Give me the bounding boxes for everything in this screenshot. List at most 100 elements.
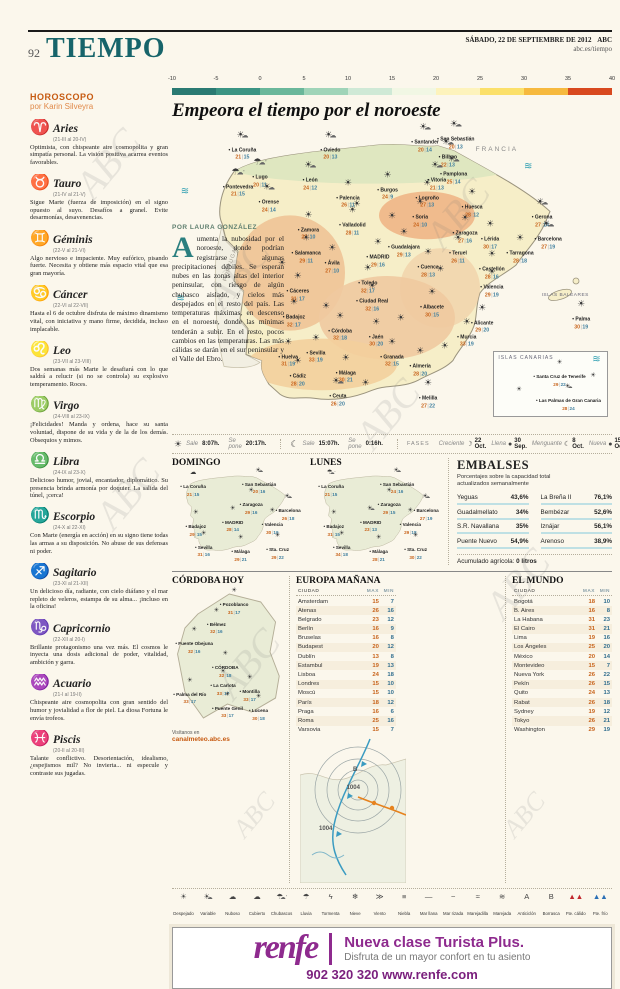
city-name: Dublín	[297, 653, 315, 660]
phase-date: 15 Oct.	[614, 438, 620, 450]
table-row: Lisboa 24 18	[296, 670, 396, 679]
embalse-row: Guadalmellato 34%	[457, 505, 529, 520]
domingo-map: ☁ La Coruña 2115 ☀ San Sebastián 2016 ☀	[172, 467, 304, 562]
table-row: Bogotá 18 10	[512, 597, 612, 606]
map-city: ☀ Huelva 3119	[278, 336, 298, 368]
table-row: Bruselas 16 8	[296, 634, 396, 643]
city-temps: 2113	[428, 186, 447, 192]
temp-min: 16	[387, 607, 394, 614]
europa-table: CIUDAD MAX MIN Amsterdam 15 7 Atenas	[295, 588, 396, 735]
legend-label: Variable	[200, 910, 216, 916]
temp-max: 15	[372, 727, 379, 734]
temp-max: 25	[588, 644, 595, 651]
scale-bar	[172, 88, 612, 95]
city-temps: 3117	[220, 610, 249, 616]
legend-item: ϟ Tormenta	[319, 892, 342, 920]
city-temps: 2816	[479, 274, 505, 280]
city-temps: 2115	[318, 492, 344, 498]
temp-max: 21	[231, 192, 239, 198]
legend-label: Mar rizada	[443, 910, 464, 916]
city-name: Logroño	[415, 195, 438, 201]
city-name: Huesca	[462, 205, 483, 211]
weather-icon: ☀	[439, 137, 457, 147]
weather-icon: ☀	[321, 300, 331, 311]
temp-min: 11	[349, 202, 355, 209]
legend-label: Viento	[373, 910, 386, 916]
table-row: Estambul 19 13	[295, 661, 396, 671]
legend-label: Despejado	[173, 910, 194, 916]
horoscope-sign: ♑ Capricornio (22-XII al 20-I) Brillante…	[30, 619, 168, 667]
legend-item: ☁ Cubierto	[246, 892, 269, 920]
city-temps: 2911	[292, 258, 321, 264]
temp-min: 19	[427, 515, 433, 521]
horoscope-title: HOROSCOPO	[30, 92, 95, 102]
temp-min: 18	[341, 335, 348, 342]
europa-table-header: CIUDAD MAX MIN	[295, 588, 396, 596]
temp-min: 10	[309, 234, 316, 241]
temp-min: 21	[603, 626, 610, 633]
temp-max: 24	[413, 222, 421, 228]
embalses-note: Porcentajes sobre la capacidad total act…	[457, 474, 551, 487]
legend-item: ❄ Nieve	[344, 892, 367, 920]
city-temps: 2013	[320, 155, 340, 161]
legend-icon: ☂	[302, 891, 310, 901]
temp-min: 7	[390, 727, 394, 734]
map-city: ☀	[321, 300, 331, 311]
sign-text: Hasta el 6 de octubre disfruta de máximo…	[30, 310, 168, 333]
moon-phase: Nueva ● 15 Oct.	[589, 438, 620, 450]
legend-label: Lluvia	[300, 910, 312, 916]
weather-icon: ☀	[228, 129, 256, 139]
temp-max: 28	[346, 230, 354, 236]
temp-max: 32	[210, 629, 217, 634]
forecast-domingo: DOMINGO ☁ La Coruña 2115 ☀ San Seba	[172, 458, 304, 565]
temp-min: 19	[549, 244, 556, 251]
lunes-map: ☂ La Coruña 2115 ☀ San Sebastián 2416 ☀	[310, 467, 442, 562]
temp-min: 20	[603, 644, 610, 651]
weather-icon: ☀	[304, 209, 313, 219]
city-temps: 3119	[278, 362, 298, 368]
city-temps: 3115	[323, 532, 344, 538]
scale-segment	[216, 88, 260, 95]
table-row: Praga 16 6	[296, 707, 396, 716]
scale-segment	[436, 88, 480, 95]
map-city: ☀ Córdoba 3218	[328, 310, 352, 342]
city-name: Murcia	[457, 334, 476, 340]
city-temps: 3116	[195, 553, 212, 559]
city-name: Montilla	[240, 689, 260, 694]
city-temps: 2824	[536, 406, 601, 412]
legend-label: Niebla	[398, 910, 411, 916]
city-temps: 3217	[358, 288, 377, 294]
col-max: MAX	[366, 588, 379, 594]
scale-tick: 10	[344, 76, 352, 82]
city-name: Valencia	[480, 284, 503, 290]
legend-item: — Mar llana	[417, 892, 440, 920]
city-name: Washington	[514, 727, 545, 734]
temp-max: 31	[291, 296, 299, 302]
sign-name: Leo	[53, 344, 71, 357]
city-temps: 2013	[437, 144, 474, 150]
weather-icon: ☀	[213, 606, 220, 614]
synoptic-art	[299, 738, 406, 883]
temp-max: 28	[421, 272, 429, 278]
sign-dates: (22-XII al 20-I)	[53, 636, 85, 643]
map-city: ☀ Palencia 2611	[336, 177, 359, 209]
city-name: Sevilla	[306, 350, 325, 356]
city-name: Las Palmas de Gran Canaria	[536, 398, 601, 403]
sun-rise-label: Sale	[186, 441, 199, 447]
city-name: Málaga	[231, 549, 249, 554]
temp-min: 10	[603, 598, 610, 605]
temp-min: 14	[603, 653, 610, 660]
temp-min: 19	[273, 530, 279, 536]
phase-date: 30 Sep.	[514, 438, 527, 450]
weather-icon: ☀	[428, 160, 447, 170]
weather-icon: ☀	[436, 263, 445, 274]
sign-dates: (24-VIII al 23-IX)	[53, 414, 90, 421]
map-city: ☁ La Coruña 2115	[180, 470, 206, 499]
temp-max: 27	[541, 244, 549, 250]
temp-max: 20	[253, 490, 260, 495]
sign-text: Delicioso humor, jovial, encantador, dip…	[30, 476, 168, 500]
scale-tick: -5	[213, 76, 219, 82]
city-temps: 3317	[210, 691, 235, 697]
moon-rise-label: Sale	[302, 441, 315, 447]
weather-icon: ☀	[424, 377, 433, 388]
